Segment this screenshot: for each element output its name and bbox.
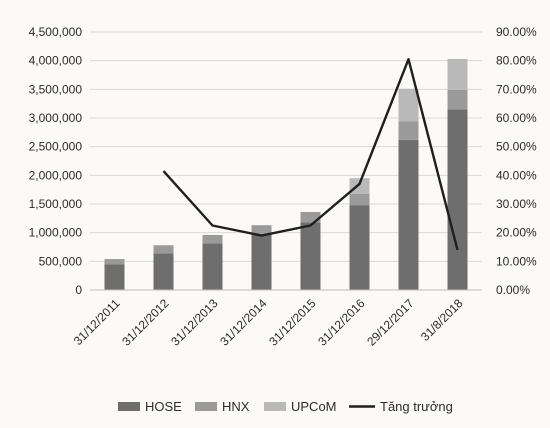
y-right-tick-label: 50.00% — [496, 140, 537, 154]
x-tick-label: 31/12/2015 — [266, 296, 319, 349]
legend-label: HOSE — [145, 399, 182, 414]
growth-line-series — [162, 58, 459, 251]
bar-hose-0 — [104, 264, 125, 290]
x-tick-label: 31/12/2011 — [71, 296, 123, 348]
y-left-tick-label: 2,000,000 — [29, 168, 83, 182]
legend-label: Tăng trưởng — [380, 399, 453, 414]
legend: HOSE HNX UPCoM Tăng trưởng — [118, 399, 453, 414]
y-left-tick-label: 500,000 — [39, 254, 83, 268]
x-tick-label: 31/12/2012 — [119, 296, 172, 349]
bar-hnx-7 — [447, 89, 468, 110]
x-tick-label: 29/12/2017 — [364, 296, 417, 349]
y-right-tick-label: 60.00% — [496, 111, 537, 125]
bar-hnx-6 — [398, 121, 419, 140]
bar-upcom-6 — [398, 88, 419, 122]
y-left-tick-label: 1,000,000 — [29, 226, 83, 240]
y-right-tick-label: 20.00% — [496, 226, 537, 240]
bar-hnx-5 — [349, 193, 370, 206]
bar-hnx-4 — [300, 212, 321, 223]
x-axis-ticks: 31/12/201131/12/201231/12/201331/12/2014… — [71, 296, 466, 349]
y-axis-left-ticks: 0 500,000 1,000,000 1,500,000 2,000,000 2,500… — [29, 25, 83, 297]
bar-series — [104, 58, 468, 291]
y-right-tick-label: 90.00% — [496, 25, 537, 39]
legend-label: UPCoM — [291, 399, 337, 414]
bar-hose-4 — [300, 222, 321, 290]
legend-swatch-hnx — [195, 402, 217, 411]
x-tick-label: 31/12/2013 — [168, 296, 221, 349]
y-left-tick-label: 4,500,000 — [29, 25, 83, 39]
bar-hnx-1 — [153, 245, 174, 254]
bar-hose-2 — [202, 243, 223, 290]
bar-hose-7 — [447, 109, 468, 291]
bar-hnx-0 — [104, 259, 125, 265]
y-right-tick-label: 0.00% — [496, 283, 530, 297]
bar-upcom-7 — [447, 58, 468, 90]
x-tick-label: 31/8/2018 — [418, 296, 466, 344]
y-right-tick-label: 70.00% — [496, 82, 537, 96]
y-left-tick-label: 3,500,000 — [29, 82, 83, 96]
y-left-tick-label: 2,500,000 — [29, 140, 83, 154]
x-tick-label: 31/12/2014 — [217, 296, 270, 349]
bar-hose-1 — [153, 253, 174, 290]
x-tick-label: 31/12/2016 — [315, 296, 368, 349]
bar-hnx-2 — [202, 234, 223, 244]
bar-upcom-5 — [349, 178, 370, 194]
bar-hnx-3 — [251, 225, 272, 234]
bar-hose-5 — [349, 205, 370, 290]
y-right-tick-label: 10.00% — [496, 254, 537, 268]
y-left-tick-label: 3,000,000 — [29, 111, 83, 125]
y-left-tick-label: 4,000,000 — [29, 54, 83, 68]
y-right-tick-label: 40.00% — [496, 168, 537, 182]
legend-swatch-upcom — [264, 402, 286, 411]
legend-swatch-hose — [118, 402, 140, 411]
y-axis-right-ticks: 0.00% 10.00% 20.00% 30.00% 40.00% 50.00% 60.00… — [496, 25, 537, 297]
bar-hose-6 — [398, 139, 419, 290]
bar-hose-3 — [251, 233, 272, 290]
y-left-tick-label: 0 — [75, 283, 82, 297]
y-right-tick-label: 30.00% — [496, 197, 537, 211]
y-right-tick-label: 80.00% — [496, 54, 537, 68]
y-left-tick-label: 1,500,000 — [29, 197, 83, 211]
gridlines — [90, 31, 482, 262]
legend-label: HNX — [222, 399, 250, 414]
